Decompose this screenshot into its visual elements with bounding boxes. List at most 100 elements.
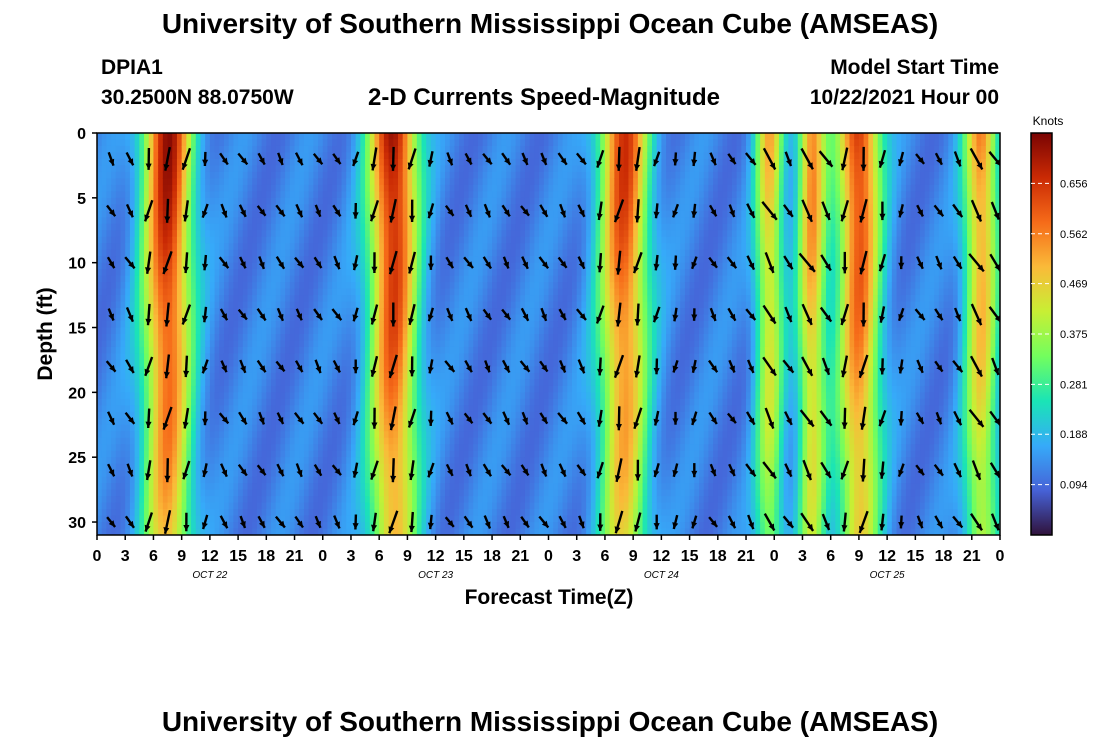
heatmap-cell <box>125 346 131 355</box>
heatmap-cell <box>261 496 267 504</box>
heatmap-cell <box>275 197 282 205</box>
heatmap-cell <box>454 444 460 452</box>
heatmap-cell <box>398 249 404 257</box>
heatmap-cell <box>172 152 178 160</box>
heatmap-cell <box>191 340 197 348</box>
heatmap-cell <box>209 139 216 147</box>
heatmap-cell <box>275 165 282 173</box>
heatmap-cell <box>158 457 164 465</box>
heatmap-cell <box>158 470 164 478</box>
heatmap-cell <box>299 353 305 361</box>
heatmap-cell <box>355 282 361 290</box>
heatmap-cell <box>158 346 164 355</box>
heatmap-cell <box>252 496 258 504</box>
heatmap-cell <box>256 217 263 225</box>
heatmap-cell <box>129 502 136 510</box>
heatmap-cell <box>308 334 314 342</box>
heatmap-cell <box>468 223 474 231</box>
heatmap-cell <box>412 470 418 478</box>
heatmap-cell <box>430 476 437 484</box>
heatmap-cell <box>242 236 249 244</box>
heatmap-cell <box>299 450 305 458</box>
heatmap-cell <box>228 340 234 348</box>
heatmap-cell <box>303 398 310 406</box>
heatmap-cell <box>393 139 399 147</box>
heatmap-cell <box>271 236 277 244</box>
heatmap-cell <box>369 133 376 141</box>
heatmap-cell <box>412 509 418 517</box>
heatmap-cell <box>369 230 376 238</box>
heatmap-cell <box>285 133 291 141</box>
heatmap-cell <box>322 411 329 419</box>
heatmap-cell <box>186 327 192 335</box>
heatmap-cell <box>294 392 300 400</box>
heatmap-cell <box>280 204 286 212</box>
heatmap-cell <box>369 301 376 309</box>
heatmap-cell <box>341 217 347 225</box>
heatmap-cell <box>350 457 357 465</box>
heatmap-cell <box>468 515 474 523</box>
heatmap-cell <box>120 223 126 231</box>
heatmap-cell <box>247 139 253 147</box>
heatmap-cell <box>120 444 126 452</box>
heatmap-cell <box>473 191 479 199</box>
heatmap-cell <box>322 243 329 251</box>
heatmap-cell <box>129 197 136 205</box>
heatmap-cell <box>214 405 220 413</box>
heatmap-cell <box>233 321 239 329</box>
heatmap-cell <box>214 288 220 296</box>
heatmap-cell <box>97 269 103 277</box>
heatmap-cell <box>303 184 310 192</box>
heatmap-cell <box>214 171 220 179</box>
heatmap-cell <box>299 334 305 342</box>
heatmap-cell <box>365 191 371 199</box>
heatmap-cell <box>393 418 399 426</box>
heatmap-cell <box>318 372 324 380</box>
heatmap-cell <box>285 418 291 426</box>
heatmap-cell <box>111 249 117 257</box>
heatmap-cell <box>308 405 314 413</box>
heatmap-cell <box>271 528 277 535</box>
heatmap-cell <box>106 262 112 270</box>
heatmap-cell <box>181 230 187 238</box>
heatmap-cell <box>402 249 408 257</box>
heatmap-cell <box>459 515 465 523</box>
heatmap-cell <box>308 191 314 199</box>
heatmap-cell <box>228 210 234 218</box>
heatmap-cell <box>454 269 460 277</box>
heatmap-cell <box>289 437 296 445</box>
heatmap-cell <box>360 236 366 244</box>
heatmap-cell <box>186 372 192 380</box>
heatmap-cell <box>318 282 324 290</box>
heatmap-cell <box>144 243 150 251</box>
heatmap-cell <box>322 191 329 199</box>
heatmap-cell <box>421 502 427 510</box>
heatmap-cell <box>172 171 178 179</box>
heatmap-cell <box>214 457 220 465</box>
heatmap-cell <box>252 346 258 355</box>
heatmap-cell <box>459 262 465 270</box>
heatmap-cell <box>388 327 394 335</box>
heatmap-cell <box>332 450 338 458</box>
heatmap-cell <box>223 379 230 387</box>
heatmap-cell <box>445 321 451 329</box>
heatmap-cell <box>191 184 197 192</box>
heatmap-cell <box>275 230 282 238</box>
heatmap-cell <box>191 522 197 530</box>
heatmap-cell <box>327 288 333 296</box>
heatmap-cell <box>463 522 470 530</box>
heatmap-cell <box>350 385 357 393</box>
heatmap-cell <box>181 411 187 419</box>
heatmap-cell <box>294 385 300 393</box>
heatmap-cell <box>172 165 178 173</box>
heatmap-cell <box>445 295 451 303</box>
heatmap-cell <box>233 152 239 160</box>
heatmap-cell <box>144 327 150 335</box>
heatmap-cell <box>162 191 169 199</box>
heatmap-cell <box>252 489 258 497</box>
heatmap-cell <box>205 450 211 458</box>
heatmap-cell <box>285 385 291 393</box>
heatmap-cell <box>209 223 216 231</box>
heatmap-cell <box>111 165 117 173</box>
heatmap-cell <box>242 308 249 316</box>
